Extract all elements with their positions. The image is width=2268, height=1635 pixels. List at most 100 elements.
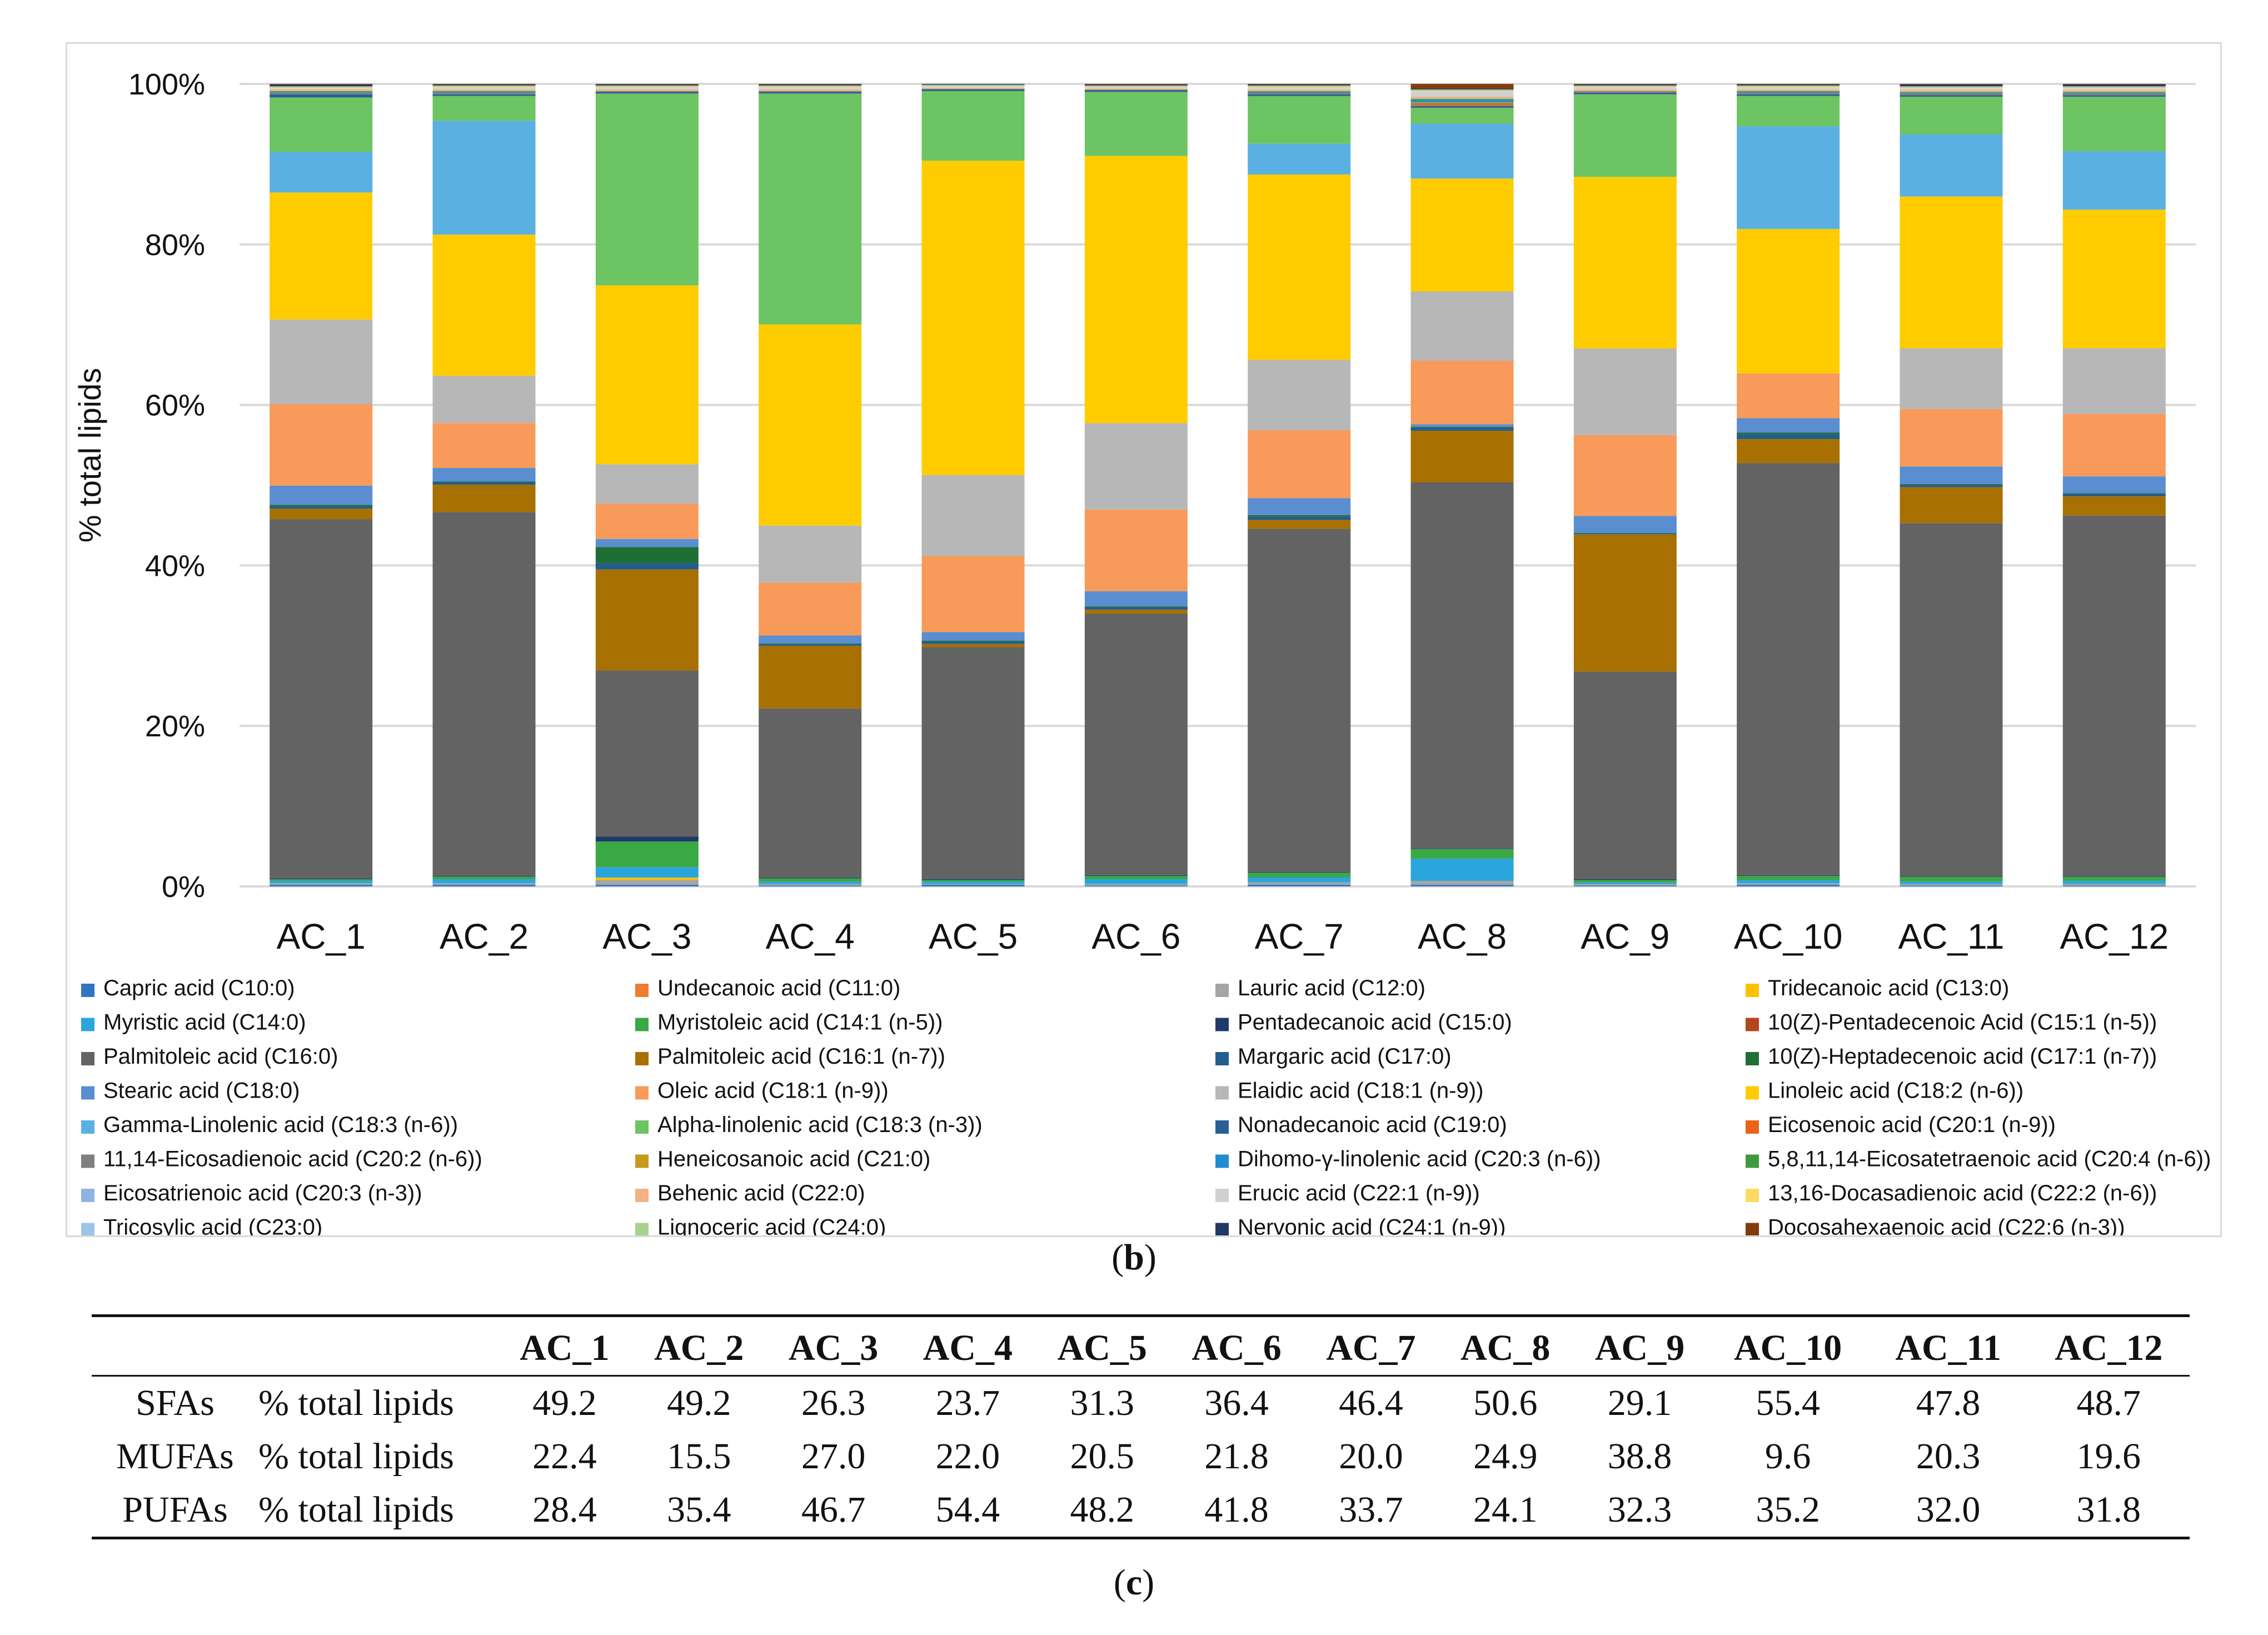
bar-segment	[1248, 143, 1351, 175]
bar-segment	[1410, 101, 1514, 102]
bar-segment	[921, 632, 1025, 641]
bar-segment	[595, 285, 699, 465]
figure-caption-c: (c)	[1113, 1562, 1155, 1603]
bar-segment	[759, 91, 862, 92]
table-column-header: AC_5	[1057, 1328, 1147, 1368]
bar-segment	[1410, 482, 1514, 849]
table-column-header: AC_9	[1594, 1328, 1685, 1368]
legend-label: Tricosylic acid (C23:0)	[103, 1215, 322, 1236]
bar-segment	[432, 883, 536, 885]
bar-segment	[1410, 104, 1514, 107]
table-cell: 54.4	[935, 1489, 1000, 1530]
bar-segment	[1410, 98, 1514, 99]
bar-segment	[1737, 373, 1840, 418]
table-cell: 46.4	[1339, 1383, 1403, 1423]
bar-segment	[270, 92, 373, 94]
bar-segment	[1573, 92, 1677, 94]
bar-segment	[270, 86, 373, 87]
bar-segment	[595, 93, 699, 286]
legend-label: Lauric acid (C12:0)	[1238, 976, 1425, 1000]
bar-segment	[270, 97, 373, 152]
bar-segment	[759, 87, 862, 88]
bar-segment	[1410, 849, 1514, 859]
bar-segment	[595, 88, 699, 90]
table-column-header: AC_1	[520, 1328, 610, 1368]
table-cell: 19.6	[2076, 1436, 2141, 1477]
bar-segment	[1900, 487, 2003, 524]
bar-segment	[2062, 515, 2166, 876]
row-unit: % total lipids	[258, 1436, 454, 1477]
legend: Capric acid (C10:0) Undecanoic acid (C11:…	[81, 976, 2211, 1235]
bar-segment	[1737, 94, 1840, 96]
bar-segment	[1900, 876, 2003, 882]
bar-segment	[432, 423, 536, 468]
table-cell: 26.3	[801, 1383, 866, 1423]
bar-segment	[432, 482, 536, 485]
bar-segment	[1737, 91, 1840, 92]
bar-segment	[595, 504, 699, 539]
bar-segment	[921, 880, 1025, 882]
bar-segment	[2062, 493, 2166, 494]
bar-segment	[759, 884, 862, 886]
bar-segment	[1248, 873, 1351, 878]
bar-segment	[270, 319, 373, 405]
bar-segment	[595, 878, 699, 880]
table-column-header: AC_10	[1733, 1328, 1842, 1368]
bar-segment	[1248, 520, 1351, 529]
table-cell: 33.7	[1339, 1489, 1403, 1530]
legend-swatch	[81, 1018, 94, 1031]
bar-segment	[1900, 196, 2003, 348]
bar-segment	[921, 86, 1025, 87]
table-cell: 36.4	[1204, 1383, 1269, 1423]
bar-segment	[759, 525, 862, 583]
legend-label: 11,14-Eicosadienoic acid (C20:2 (n-6))	[103, 1147, 482, 1172]
bar-segment	[759, 646, 862, 709]
bar-segment	[595, 92, 699, 94]
legend-swatch	[1215, 1154, 1229, 1168]
bar-segment	[1248, 430, 1351, 499]
bar-segment	[1900, 93, 2003, 96]
table-cell: 46.7	[801, 1489, 866, 1530]
table-column-header: AC_3	[788, 1328, 879, 1368]
legend-label: Dihomo-γ-linolenic acid (C20:3 (n-6))	[1238, 1147, 1601, 1172]
bar-segment	[1248, 87, 1351, 88]
bar-segment	[432, 885, 536, 886]
bar-segment	[1900, 485, 2003, 487]
bar-segment	[595, 547, 699, 564]
bar-segment	[270, 94, 373, 98]
bar-segment	[1900, 483, 2003, 485]
legend-swatch	[635, 1120, 649, 1134]
bar-segment	[1248, 529, 1351, 872]
bar-segment	[1410, 96, 1514, 98]
legend-swatch	[635, 1223, 649, 1235]
bar-segment	[2062, 86, 2166, 87]
legend-swatch	[1215, 1223, 1229, 1235]
table-cell: 22.4	[532, 1436, 597, 1477]
table-cell: 38.8	[1607, 1436, 1672, 1477]
legend-swatch	[81, 1223, 94, 1235]
table-cell: 48.2	[1070, 1489, 1134, 1530]
table-cell: 41.8	[1204, 1489, 1269, 1530]
bar-segment	[432, 879, 536, 884]
legend-swatch	[635, 1086, 649, 1100]
bar-segment	[1084, 509, 1188, 591]
chart-frame: 0% 20% 40% 60% 80% 100% AC_1 AC_2 AC_3 AC_4 AC_5 AC…	[66, 42, 2222, 1237]
bar-segment	[2062, 97, 2166, 152]
legend-swatch	[1746, 1189, 1759, 1202]
legend-label: Tridecanoic acid (C13:0)	[1768, 976, 2009, 1000]
bar-segment	[921, 879, 1025, 880]
bar-segment	[1084, 591, 1188, 607]
bar-segment	[2062, 494, 2166, 497]
legend-label: 5,8,11,14-Eicosatetraenoic acid (C20:4 (…	[1768, 1147, 2211, 1172]
bar-segment	[1248, 88, 1351, 90]
bar-segment	[1573, 532, 1677, 534]
bar-segment	[270, 404, 373, 486]
legend-label: Behenic acid (C22:0)	[657, 1181, 865, 1205]
legend-swatch	[1746, 1086, 1759, 1100]
bar-segment	[1737, 880, 1840, 884]
table-body: SFAs % total lipids 49.2 49.2 26.3 23.7 31.3 36…	[92, 1376, 2190, 1538]
x-tick-label: AC_7	[1255, 916, 1344, 956]
bar-segment	[1248, 498, 1351, 515]
table-cell: 20.3	[1916, 1436, 1981, 1477]
bar-segment	[2062, 84, 2166, 87]
